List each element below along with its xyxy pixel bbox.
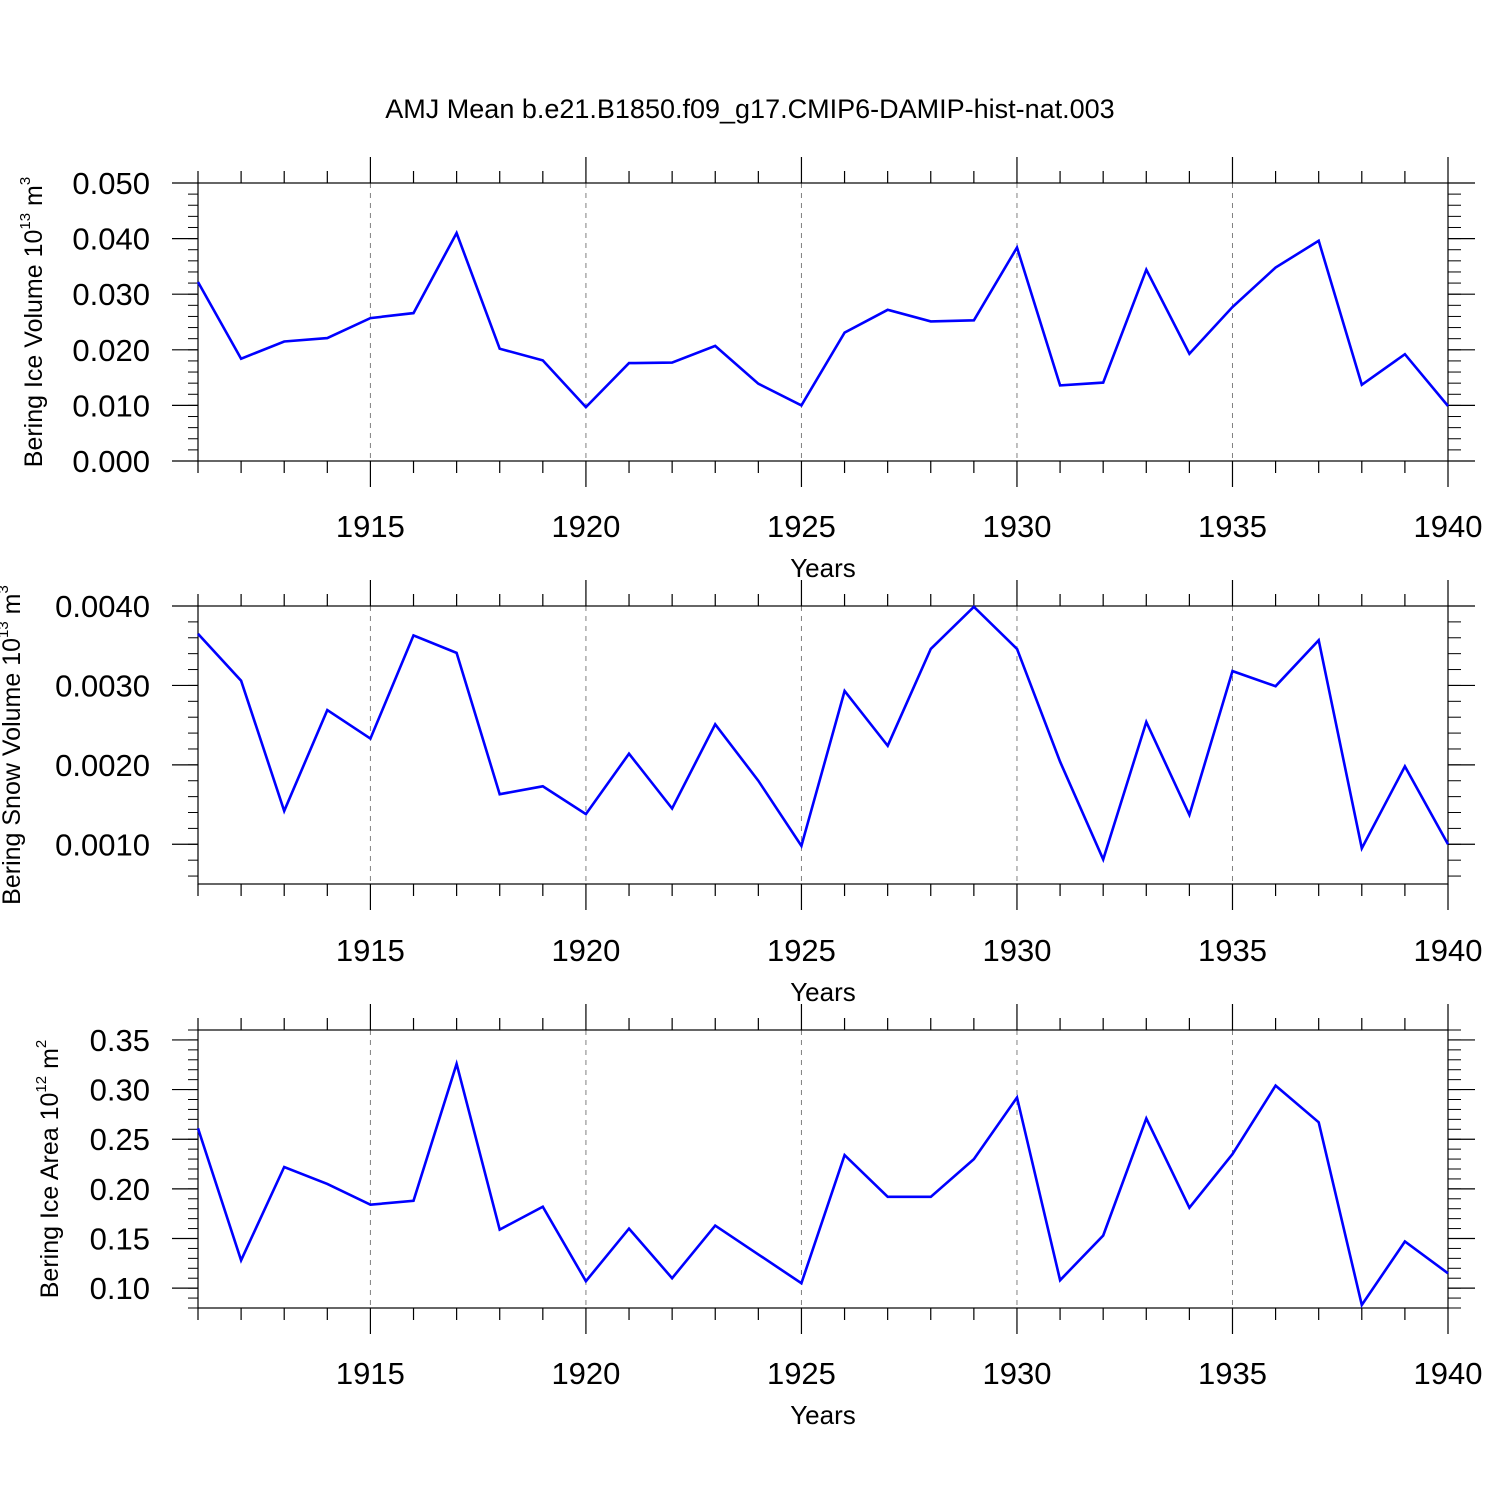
y-tick-label: 0.20 [90,1172,150,1207]
y-axis-label: Bering Ice Volume 1013 m3 [17,177,48,467]
panel-3: 0.10 0.15 0.20 0.25 0.30 0.35 1915 1920 1925 1930… [33,1004,1482,1430]
y-tick-label: 0.0020 [55,748,150,783]
plot-frame [197,605,1449,885]
panel-1: 0.000 0.010 0.020 0.030 0.040 0.050 1915 1920 19… [17,157,1482,583]
x-tick-label: 1930 [982,509,1051,544]
x-axis-label: Years [790,553,856,583]
y-tick-label: 0.0010 [55,827,150,862]
series-line [197,604,1450,864]
x-tick-label: 1915 [336,509,405,544]
y-tick-label: 0.10 [90,1271,150,1306]
y-tick-label: 0.0040 [55,589,150,624]
y-tick-label: 0.050 [72,166,150,201]
x-tick-label: 1920 [551,1356,620,1391]
y-tick-label: 0.040 [72,222,150,257]
y-tick-label: 0.000 [72,444,150,479]
x-tick-label: 1930 [982,933,1051,968]
y-tick-label: 0.35 [90,1023,150,1058]
x-tick-label: 1920 [551,933,620,968]
x-tick-label: 1925 [767,1356,836,1391]
x-tick-label: 1935 [1198,509,1267,544]
x-tick-label: 1940 [1414,933,1483,968]
x-tick-label: 1935 [1198,933,1267,968]
plot-frame [197,182,1449,462]
x-tick-label: 1930 [982,1356,1051,1391]
y-tick-label: 0.030 [72,277,150,312]
y-axis-label: Bering Ice Area 1012 m2 [33,1040,64,1299]
x-tick-label: 1940 [1414,509,1483,544]
series-line [196,1059,1449,1309]
panel-2: 0.0010 0.0020 0.0030 0.0040 1915 1920 1925 1930… [0,580,1482,1007]
x-axis-label: Years [790,977,856,1007]
y-tick-label: 0.020 [72,333,150,368]
y-tick-label: 0.010 [72,388,150,423]
series-line [196,229,1449,409]
x-axis-label: Years [790,1400,856,1430]
y-axis-label: Bering Snow Volume 1013 m3 [0,585,26,905]
x-tick-label: 1915 [336,1356,405,1391]
x-tick-label: 1935 [1198,1356,1267,1391]
y-tick-label: 0.0030 [55,668,150,703]
chart-panels: 0.000 0.010 0.020 0.030 0.040 0.050 1915 1920 19… [0,157,1482,1430]
plot-frame [197,1029,1449,1309]
x-tick-label: 1920 [551,509,620,544]
x-tick-label: 1925 [767,509,836,544]
y-tick-label: 0.15 [90,1222,150,1257]
x-tick-label: 1940 [1414,1356,1483,1391]
y-tick-label: 0.30 [90,1073,150,1108]
y-tick-label: 0.25 [90,1122,150,1157]
x-tick-label: 1915 [336,933,405,968]
x-tick-label: 1925 [767,933,836,968]
chart-title: AMJ Mean b.e21.B1850.f09_g17.CMIP6-DAMIP… [385,94,1114,124]
